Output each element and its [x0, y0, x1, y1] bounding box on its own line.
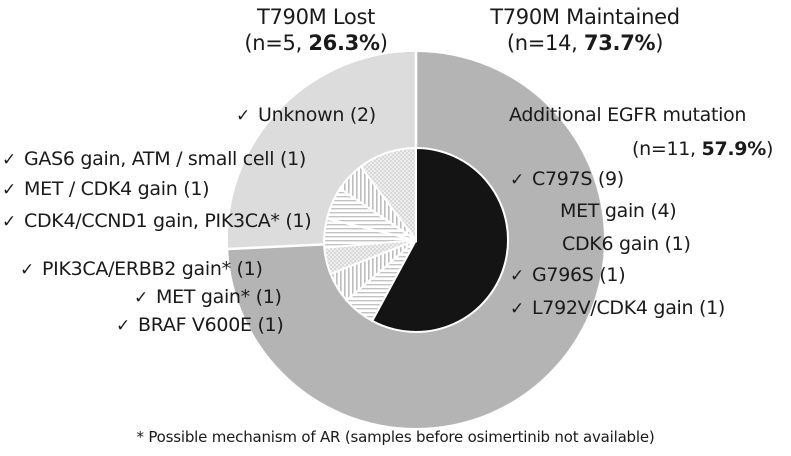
- label-pik3ca-erbb2: ✓ PIK3CA/ERBB2 gain* (1): [20, 258, 263, 281]
- label-cdk6: CDK6 gain (1): [562, 233, 691, 255]
- check-icon: ✓: [2, 212, 16, 232]
- inner-pie: [323, 146, 510, 333]
- label-cdk4-ccnd1: ✓ CDK4/CCND1 gain, PIK3CA* (1): [2, 210, 312, 233]
- egfr-group-stats: (n=11, 57.9%): [632, 138, 773, 160]
- header-lost: T790M Lost (n=5, 26.3%): [236, 4, 396, 56]
- label-text: C797S (9): [532, 168, 624, 190]
- label-unknown: ✓ Unknown (2): [236, 104, 376, 127]
- label-g796s: ✓ G796S (1): [510, 264, 626, 287]
- check-icon: ✓: [236, 106, 250, 126]
- label-c797s: ✓ C797S (9): [510, 168, 624, 191]
- check-icon: ✓: [20, 260, 34, 280]
- header-lost-pct: 26.3%: [308, 31, 380, 55]
- label-met-gain-star: ✓ MET gain* (1): [134, 286, 282, 309]
- label-text: G796S (1): [532, 264, 626, 286]
- check-icon: ✓: [2, 150, 16, 170]
- header-lost-stats: (n=5, 26.3%): [236, 30, 396, 56]
- check-icon: ✓: [510, 299, 524, 319]
- egfr-group-title: Additional EGFR mutation: [509, 104, 747, 126]
- label-text: PIK3CA/ERBB2 gain* (1): [42, 258, 263, 280]
- label-text: Unknown (2): [258, 104, 376, 126]
- label-text: L792V/CDK4 gain (1): [532, 297, 726, 319]
- egfr-group-close: ): [765, 138, 774, 160]
- label-text: MET / CDK4 gain (1): [24, 178, 210, 200]
- header-maintained-stats: (n=14, 73.7%): [470, 30, 700, 56]
- header-maintained-close: ): [655, 31, 664, 55]
- header-lost-n: (n=5,: [244, 31, 309, 55]
- label-gas6: ✓ GAS6 gain, ATM / small cell (1): [2, 148, 306, 171]
- label-l792v: ✓ L792V/CDK4 gain (1): [510, 297, 725, 320]
- header-lost-close: ): [379, 31, 388, 55]
- label-text: BRAF V600E (1): [138, 314, 284, 336]
- egfr-group-n: (n=11,: [632, 138, 702, 160]
- header-maintained-pct: 73.7%: [583, 31, 656, 55]
- label-text: GAS6 gain, ATM / small cell (1): [24, 148, 307, 170]
- header-maintained-title: T790M Maintained: [490, 5, 680, 29]
- footnote: * Possible mechanism of AR (samples befo…: [136, 428, 655, 446]
- header-maintained-n: (n=14,: [506, 31, 584, 55]
- slice-lost-unknown: [359, 146, 417, 243]
- slice-additional-egfr: [370, 146, 510, 333]
- label-text: MET gain* (1): [156, 286, 282, 308]
- check-icon: ✓: [2, 180, 16, 200]
- label-met-cdk4: ✓ MET / CDK4 gain (1): [2, 178, 210, 201]
- header-lost-title: T790M Lost: [256, 5, 376, 29]
- egfr-group-pct: 57.9%: [701, 138, 767, 160]
- check-icon: ✓: [134, 288, 148, 308]
- label-text: CDK4/CCND1 gain, PIK3CA* (1): [24, 210, 312, 232]
- check-icon: ✓: [510, 266, 524, 286]
- header-maintained: T790M Maintained (n=14, 73.7%): [470, 4, 700, 56]
- label-met-gain: MET gain (4): [560, 200, 677, 222]
- check-icon: ✓: [116, 316, 130, 336]
- check-icon: ✓: [510, 170, 524, 190]
- label-braf: ✓ BRAF V600E (1): [116, 314, 284, 337]
